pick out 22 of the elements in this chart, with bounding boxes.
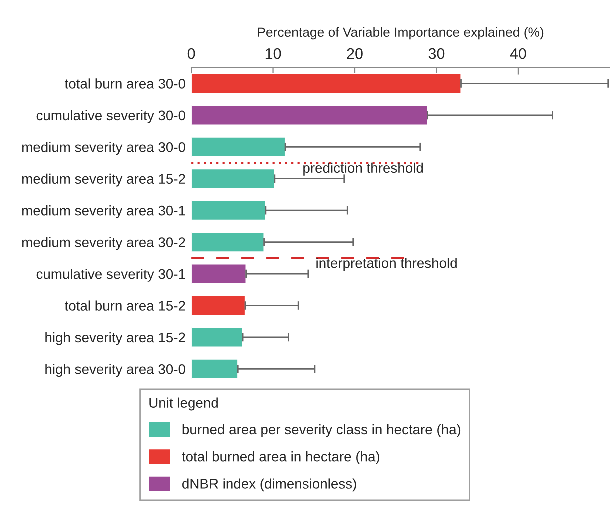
y-tick-label: high severity area 30-0 [46,364,186,378]
x-tick-label: 20 [347,48,363,60]
y-tick-label: medium severity area 30-1 [22,206,186,218]
y-tick-label: medium severity area 30-2 [22,237,186,250]
x-tick-label: 30 [428,48,445,60]
y-tick-label: cumulative severity 30-1 [36,268,186,282]
x-tick-label: 0 [188,48,196,60]
annotation: interpretation threshold [316,258,457,271]
y-tick-label: total burn area 30-0 [64,78,186,89]
y-tick-label: medium severity area 30-0 [22,142,186,156]
x-tick-label: 40 [510,48,526,60]
legend-title: Unit legend [150,398,218,411]
x-tick-label: 10 [266,48,282,60]
annotation: prediction threshold [304,162,424,176]
legend-label: total burned area in hectare (ha) [182,452,380,464]
y-tick-label: high severity area 15-2 [46,332,186,346]
y-tick-label: medium severity area 15-2 [22,174,186,187]
x-axis-title: Percentage of Variable Importance explained (%) [258,27,544,40]
y-tick-label: total burn area 15-2 [64,300,186,311]
legend-label: dNBR index (dimensionless) [182,478,356,492]
legend-label: burned area per severity class in hectare (ha) [182,424,461,438]
y-tick-label: cumulative severity 30-0 [36,110,186,124]
